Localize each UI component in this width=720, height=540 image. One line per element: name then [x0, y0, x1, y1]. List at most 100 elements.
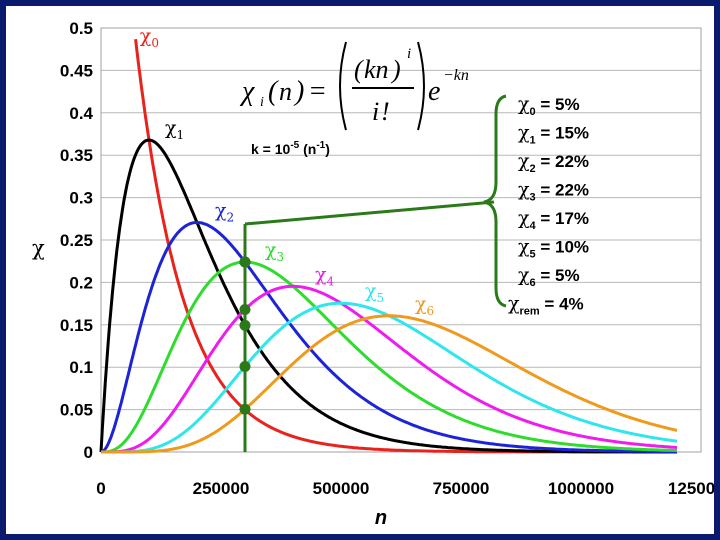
- fraction-symbol: χ: [518, 93, 530, 115]
- x-tick-label: 1000000: [548, 479, 614, 498]
- y-tick-label: 0.5: [69, 19, 93, 38]
- fraction-symbol: χ: [508, 293, 520, 315]
- marker-arrow-line: [244, 200, 495, 226]
- series-curve-3: [101, 260, 677, 454]
- fraction-value: = 15%: [536, 124, 589, 143]
- svg-text:n: n: [279, 77, 292, 106]
- fraction-sub: 4: [530, 220, 537, 232]
- fraction-item: χ4 = 17%: [518, 207, 589, 232]
- series-label-symbol: χ: [265, 239, 277, 261]
- fraction-value: = 10%: [536, 238, 589, 257]
- k-label: k = 10-5 (n-1): [251, 140, 330, 157]
- marker-dot-3: [239, 256, 251, 268]
- k-label-mid: (n: [299, 141, 316, 157]
- fraction-value: = 17%: [536, 209, 589, 228]
- y-tick-labels: 0 0.05 0.1 0.15 0.2 0.25 0.3 0.35 0.4 0.45 0.5: [60, 19, 94, 462]
- svg-text:i: i: [407, 46, 411, 62]
- series-curve-1: [99, 138, 677, 454]
- fraction-value: = 5%: [536, 266, 580, 285]
- plot-area: [100, 27, 702, 453]
- series-label-symbol: χ: [165, 117, 177, 139]
- fraction-symbol: χ: [518, 179, 530, 201]
- y-tick-label: 0.35: [60, 146, 93, 165]
- svg-text:!: !: [381, 97, 390, 126]
- series-label-sub: 1: [177, 128, 185, 142]
- svg-text:): ): [390, 55, 401, 84]
- series-label-2: χ2: [215, 199, 234, 224]
- fraction-list: χ0 = 5%χ1 = 15%χ2 = 22%χ3 = 22%χ4 = 17%χ…: [508, 93, 589, 318]
- y-tick-label: 0.4: [69, 104, 93, 123]
- svg-text:): ): [293, 76, 304, 107]
- svg-text:(: (: [354, 55, 364, 84]
- fraction-symbol: χ: [518, 150, 530, 172]
- fraction-sub: rem: [520, 306, 540, 318]
- series-label-6: χ6: [415, 293, 434, 318]
- fraction-sub: 1: [530, 135, 536, 147]
- fraction-item: χ5 = 10%: [518, 236, 589, 261]
- svg-text:χ: χ: [239, 76, 255, 107]
- marker-dot-5: [239, 361, 251, 373]
- series-label-sub: 2: [227, 210, 235, 224]
- series-curves: [99, 39, 678, 454]
- x-tick-label: 0: [96, 479, 105, 498]
- series-label-symbol: χ: [365, 280, 377, 302]
- fraction-item: χ2 = 22%: [518, 150, 589, 175]
- fraction-item: χ1 = 15%: [518, 122, 589, 147]
- series-label-sub: 4: [327, 274, 335, 288]
- chart-panel: 0 0.05 0.1 0.15 0.2 0.25 0.3 0.35 0.4 0.45 0.5 0 25…: [6, 6, 720, 534]
- svg-text:i: i: [260, 95, 264, 110]
- fraction-symbol: χ: [518, 207, 530, 229]
- fraction-sub: 3: [530, 192, 536, 204]
- fraction-value: = 22%: [536, 152, 589, 171]
- k-label-exp: -5: [290, 140, 299, 151]
- series-label-sub: 5: [377, 291, 385, 305]
- fraction-sub: 2: [530, 163, 536, 175]
- k-label-suffix: ): [325, 141, 330, 157]
- marker-dot-4: [239, 304, 251, 316]
- fraction-brace: [483, 94, 507, 308]
- x-tick-label: 250000: [193, 479, 250, 498]
- fraction-item: χ0 = 5%: [518, 93, 580, 118]
- series-label-symbol: χ: [415, 293, 427, 315]
- series-label-sub: 3: [277, 250, 285, 264]
- formula-equation: χ i ( n ) = ( kn ) i i ! e −kn: [239, 41, 469, 131]
- fraction-value: = 22%: [536, 181, 589, 200]
- svg-text:e: e: [428, 76, 440, 107]
- chart-gridlines: [101, 27, 701, 411]
- y-axis-title: χ: [32, 236, 45, 260]
- series-label-3: χ3: [265, 239, 284, 264]
- marker-dot-6: [239, 403, 251, 415]
- svg-text:(: (: [268, 76, 279, 107]
- k-label-prefix: k = 10: [251, 141, 291, 157]
- series-curve-6: [101, 314, 678, 454]
- fraction-value: = 5%: [536, 95, 580, 114]
- fraction-sub: 5: [530, 249, 536, 261]
- x-tick-labels: 0 250000 500000 750000 1000000 1250000: [96, 479, 720, 498]
- fraction-symbol: χ: [518, 122, 530, 144]
- series-label-sub: 6: [427, 304, 435, 318]
- fraction-item: χrem = 4%: [508, 293, 584, 318]
- y-tick-label: 0.25: [60, 231, 93, 250]
- y-tick-label: 0.05: [60, 401, 93, 420]
- x-tick-label: 1250000: [668, 479, 714, 498]
- series-curve-4: [101, 284, 678, 454]
- y-tick-label: 0.45: [60, 61, 93, 80]
- svg-text:=: =: [308, 76, 327, 107]
- series-label-symbol: χ: [315, 263, 327, 285]
- y-tick-label: 0.3: [69, 189, 93, 208]
- k-label-exp2: -1: [316, 140, 325, 151]
- svg-text:−kn: −kn: [443, 67, 469, 84]
- series-label-1: χ1: [165, 117, 184, 142]
- y-tick-label: 0: [84, 443, 93, 462]
- svg-text:kn: kn: [364, 55, 389, 84]
- series-curve-2: [100, 221, 677, 454]
- series-label-symbol: χ: [215, 199, 227, 221]
- fraction-value: = 4%: [540, 295, 584, 314]
- svg-text:i: i: [372, 97, 379, 126]
- y-tick-label: 0.2: [69, 273, 93, 292]
- series-label-0: χ0: [140, 25, 159, 50]
- fraction-item: χ6 = 5%: [518, 264, 580, 289]
- y-tick-label: 0.1: [69, 358, 93, 377]
